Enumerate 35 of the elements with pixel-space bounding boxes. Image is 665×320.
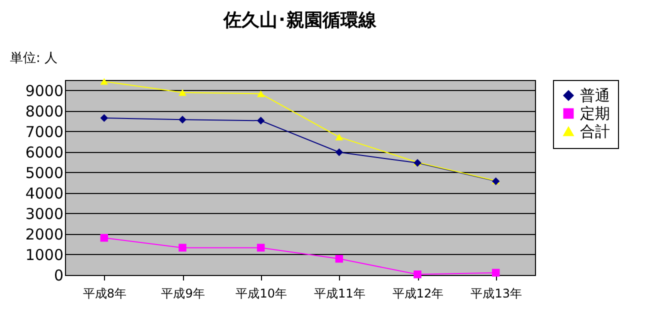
point (492, 268, 500, 277)
x-tick-label: 平成11年 (314, 286, 366, 300)
point (335, 134, 344, 140)
y-tick-label: 9000 (25, 82, 64, 100)
text: 単位: 人 (10, 51, 58, 66)
point (256, 244, 265, 252)
y-tick-label: 2000 (25, 225, 64, 244)
y-tick-label: 7000 (25, 122, 64, 141)
x-tick-label: 平成9年 (161, 286, 205, 300)
point (100, 78, 108, 85)
y-tick-label: 4000 (25, 184, 64, 202)
y-tick-label: 1000 (25, 246, 64, 264)
y-tick-label: 3000 (25, 204, 64, 223)
point (335, 254, 344, 263)
y-tick-label: 8000 (25, 102, 64, 120)
point (100, 234, 108, 242)
y-tick-label: 5000 (25, 164, 64, 182)
legend-label: 定期 (580, 104, 610, 122)
y-tick-label: 6000 (25, 143, 64, 162)
point (178, 89, 186, 96)
point (335, 148, 344, 156)
chart-title: 佐久山･親園循環線 (222, 10, 378, 31)
point (100, 114, 108, 122)
x-tick-label: 平成10年 (236, 286, 287, 300)
x-tick-label: 平成12年 (392, 286, 444, 300)
point (178, 244, 186, 252)
point (414, 270, 422, 278)
legend-label: 普通 (580, 86, 610, 104)
x-tick-label: 平成13年 (470, 286, 522, 300)
y-tick-label: 0 (54, 266, 64, 284)
point (256, 90, 265, 98)
legend-label: 合計 (580, 122, 610, 140)
point (256, 116, 265, 125)
point (178, 116, 186, 124)
x-tick-label: 平成8年 (82, 286, 126, 300)
